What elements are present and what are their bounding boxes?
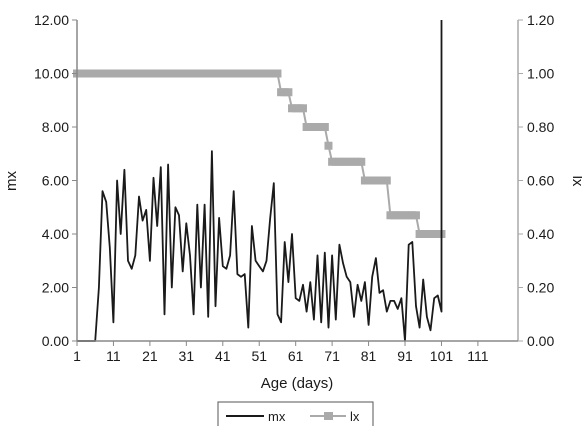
plot-area bbox=[73, 20, 446, 342]
lx-point bbox=[382, 176, 391, 185]
x-tick-label: 101 bbox=[430, 348, 454, 364]
y-right-tick-label: 0.00 bbox=[527, 333, 554, 349]
y-left-tick-label: 2.00 bbox=[42, 280, 69, 296]
x-tick-label: 21 bbox=[142, 348, 158, 364]
y-right-tick-label: 0.20 bbox=[527, 280, 554, 296]
y-left-tick-label: 4.00 bbox=[42, 226, 69, 242]
lx-series-line bbox=[77, 72, 442, 235]
legend-mx-label: mx bbox=[268, 409, 286, 424]
lx-point bbox=[357, 157, 366, 166]
y-left-tick-label: 6.00 bbox=[42, 173, 69, 189]
x-tick-label: 41 bbox=[215, 348, 231, 364]
lx-point bbox=[273, 69, 282, 78]
y-left-tick-label: 10.00 bbox=[34, 66, 69, 82]
legend-lx-label: lx bbox=[350, 409, 360, 424]
x-tick-label: 1 bbox=[73, 348, 81, 364]
x-tick-label: 61 bbox=[288, 348, 304, 364]
y-left-tick-label: 0.00 bbox=[42, 333, 69, 349]
x-tick-label: 71 bbox=[324, 348, 340, 364]
lx-point bbox=[411, 211, 420, 220]
lx-point bbox=[298, 104, 307, 113]
y-axis-left-title: mx bbox=[3, 171, 20, 191]
legend: mx lx bbox=[217, 401, 374, 426]
lx-point bbox=[320, 123, 329, 131]
x-tick-label: 111 bbox=[467, 348, 488, 364]
lx-point bbox=[324, 141, 333, 150]
lx-point bbox=[284, 88, 293, 97]
legend-box bbox=[217, 401, 374, 426]
x-tick-label: 81 bbox=[361, 348, 377, 364]
x-tick-label: 51 bbox=[251, 348, 267, 364]
mx-series-line bbox=[77, 20, 443, 342]
y-right-tick-label: 1.20 bbox=[527, 12, 554, 28]
y-left-tick-label: 12.00 bbox=[34, 12, 69, 28]
y-axis-right-title: lx bbox=[569, 176, 582, 187]
y-right-tick-label: 0.40 bbox=[527, 226, 554, 242]
y-right-tick-label: 0.60 bbox=[527, 173, 554, 189]
axes: 0.00 2.00 4.00 6.00 8.00 10.00 12.00 0.00 0.20 0.… bbox=[34, 12, 555, 364]
x-tick-label: 31 bbox=[179, 348, 195, 364]
y-right-tick-label: 1.00 bbox=[527, 66, 554, 82]
y-right-tick-label: 0.80 bbox=[527, 119, 554, 135]
x-tick-label: 11 bbox=[106, 348, 121, 364]
y-left-tick-label: 8.00 bbox=[42, 119, 69, 135]
legend-lx-marker bbox=[324, 412, 333, 420]
x-tick-label: 91 bbox=[397, 348, 413, 364]
x-axis-title: Age (days) bbox=[261, 375, 334, 392]
